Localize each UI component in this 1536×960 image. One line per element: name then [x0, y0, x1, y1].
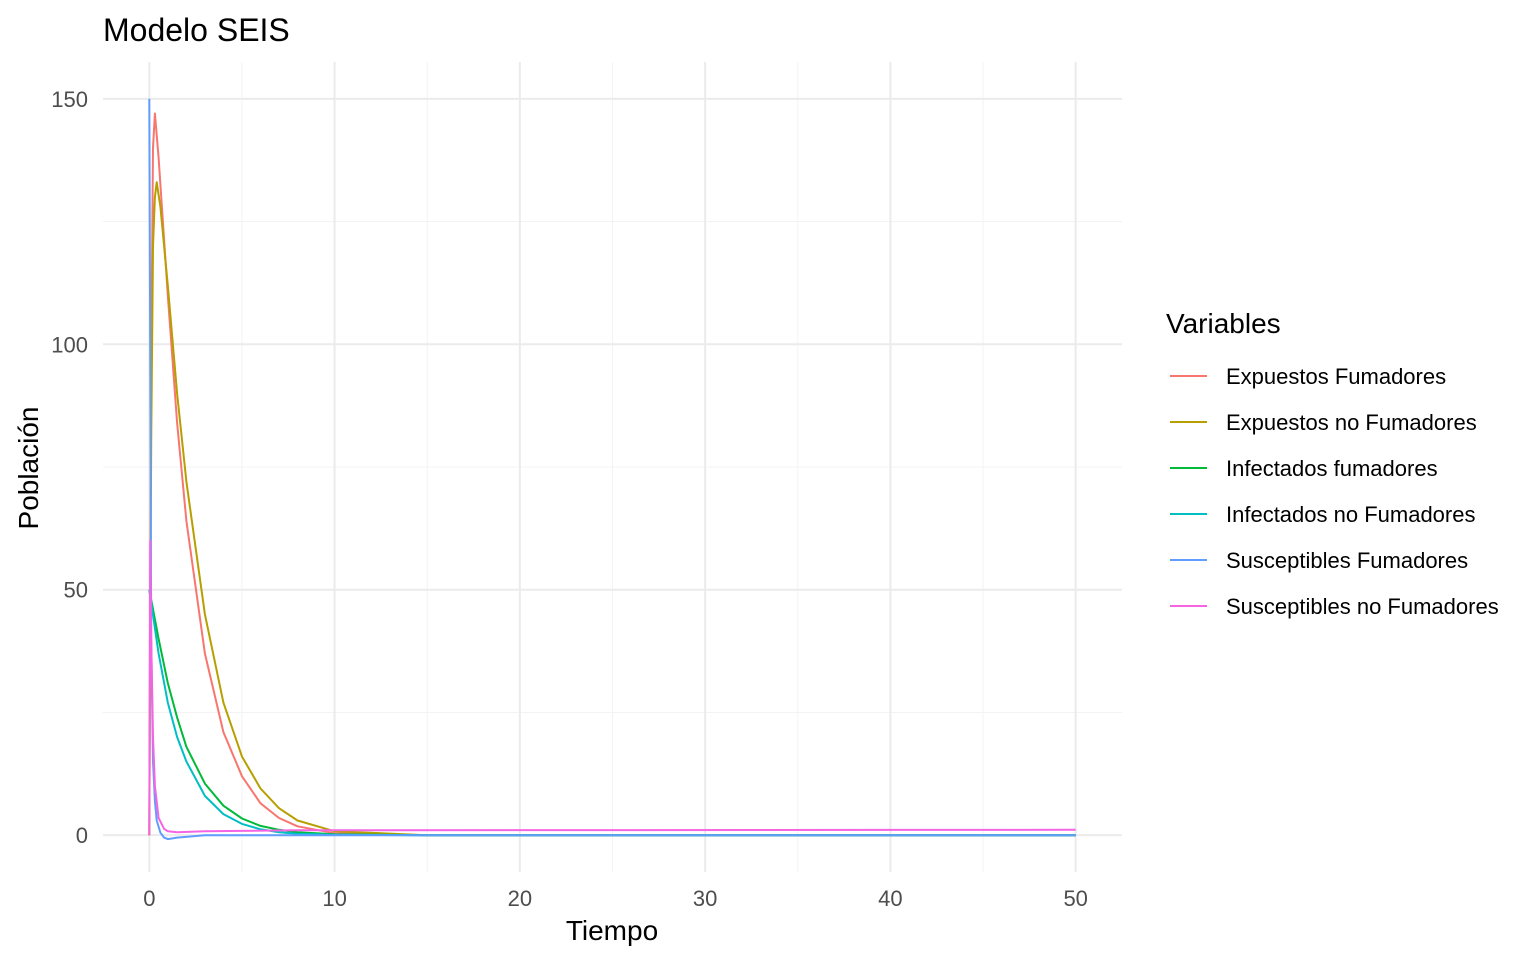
y-tick-label: 50 [64, 578, 88, 603]
legend-label: Susceptibles no Fumadores [1226, 594, 1499, 619]
x-tick-label: 20 [508, 886, 532, 911]
legend: Variables Expuestos Fumadores Expuestos n… [1166, 308, 1499, 619]
y-tick-label: 150 [51, 87, 88, 112]
series-line-expuestos-no-fumadores [148, 181, 1076, 837]
x-tick-label: 50 [1063, 886, 1087, 911]
minor-gridlines [103, 62, 1122, 872]
x-axis-ticks: 0 10 20 30 40 50 [143, 886, 1088, 911]
y-axis-ticks: 0 50 100 150 [51, 87, 88, 848]
x-tick-label: 40 [878, 886, 902, 911]
x-tick-label: 30 [693, 886, 717, 911]
legend-label: Expuestos Fumadores [1226, 364, 1446, 389]
series-line-susceptibles-no-fumadores [148, 539, 1076, 836]
x-axis-title: Tiempo [566, 915, 658, 946]
series-lines [148, 98, 1076, 841]
legend-label: Expuestos no Fumadores [1226, 410, 1477, 435]
y-axis-title: Población [13, 407, 44, 530]
legend-label: Infectados fumadores [1226, 456, 1438, 481]
series-line-expuestos-fumadores [148, 112, 1076, 837]
chart-title: Modelo SEIS [103, 12, 290, 48]
major-gridlines [103, 62, 1122, 872]
legend-label: Susceptibles Fumadores [1226, 548, 1468, 573]
legend-items: Expuestos Fumadores Expuestos no Fumadore… [1170, 364, 1499, 619]
legend-label: Infectados no Fumadores [1226, 502, 1475, 527]
x-tick-label: 0 [143, 886, 155, 911]
y-tick-label: 100 [51, 332, 88, 357]
y-tick-label: 0 [76, 823, 88, 848]
x-tick-label: 10 [322, 886, 346, 911]
legend-title: Variables [1166, 308, 1281, 339]
